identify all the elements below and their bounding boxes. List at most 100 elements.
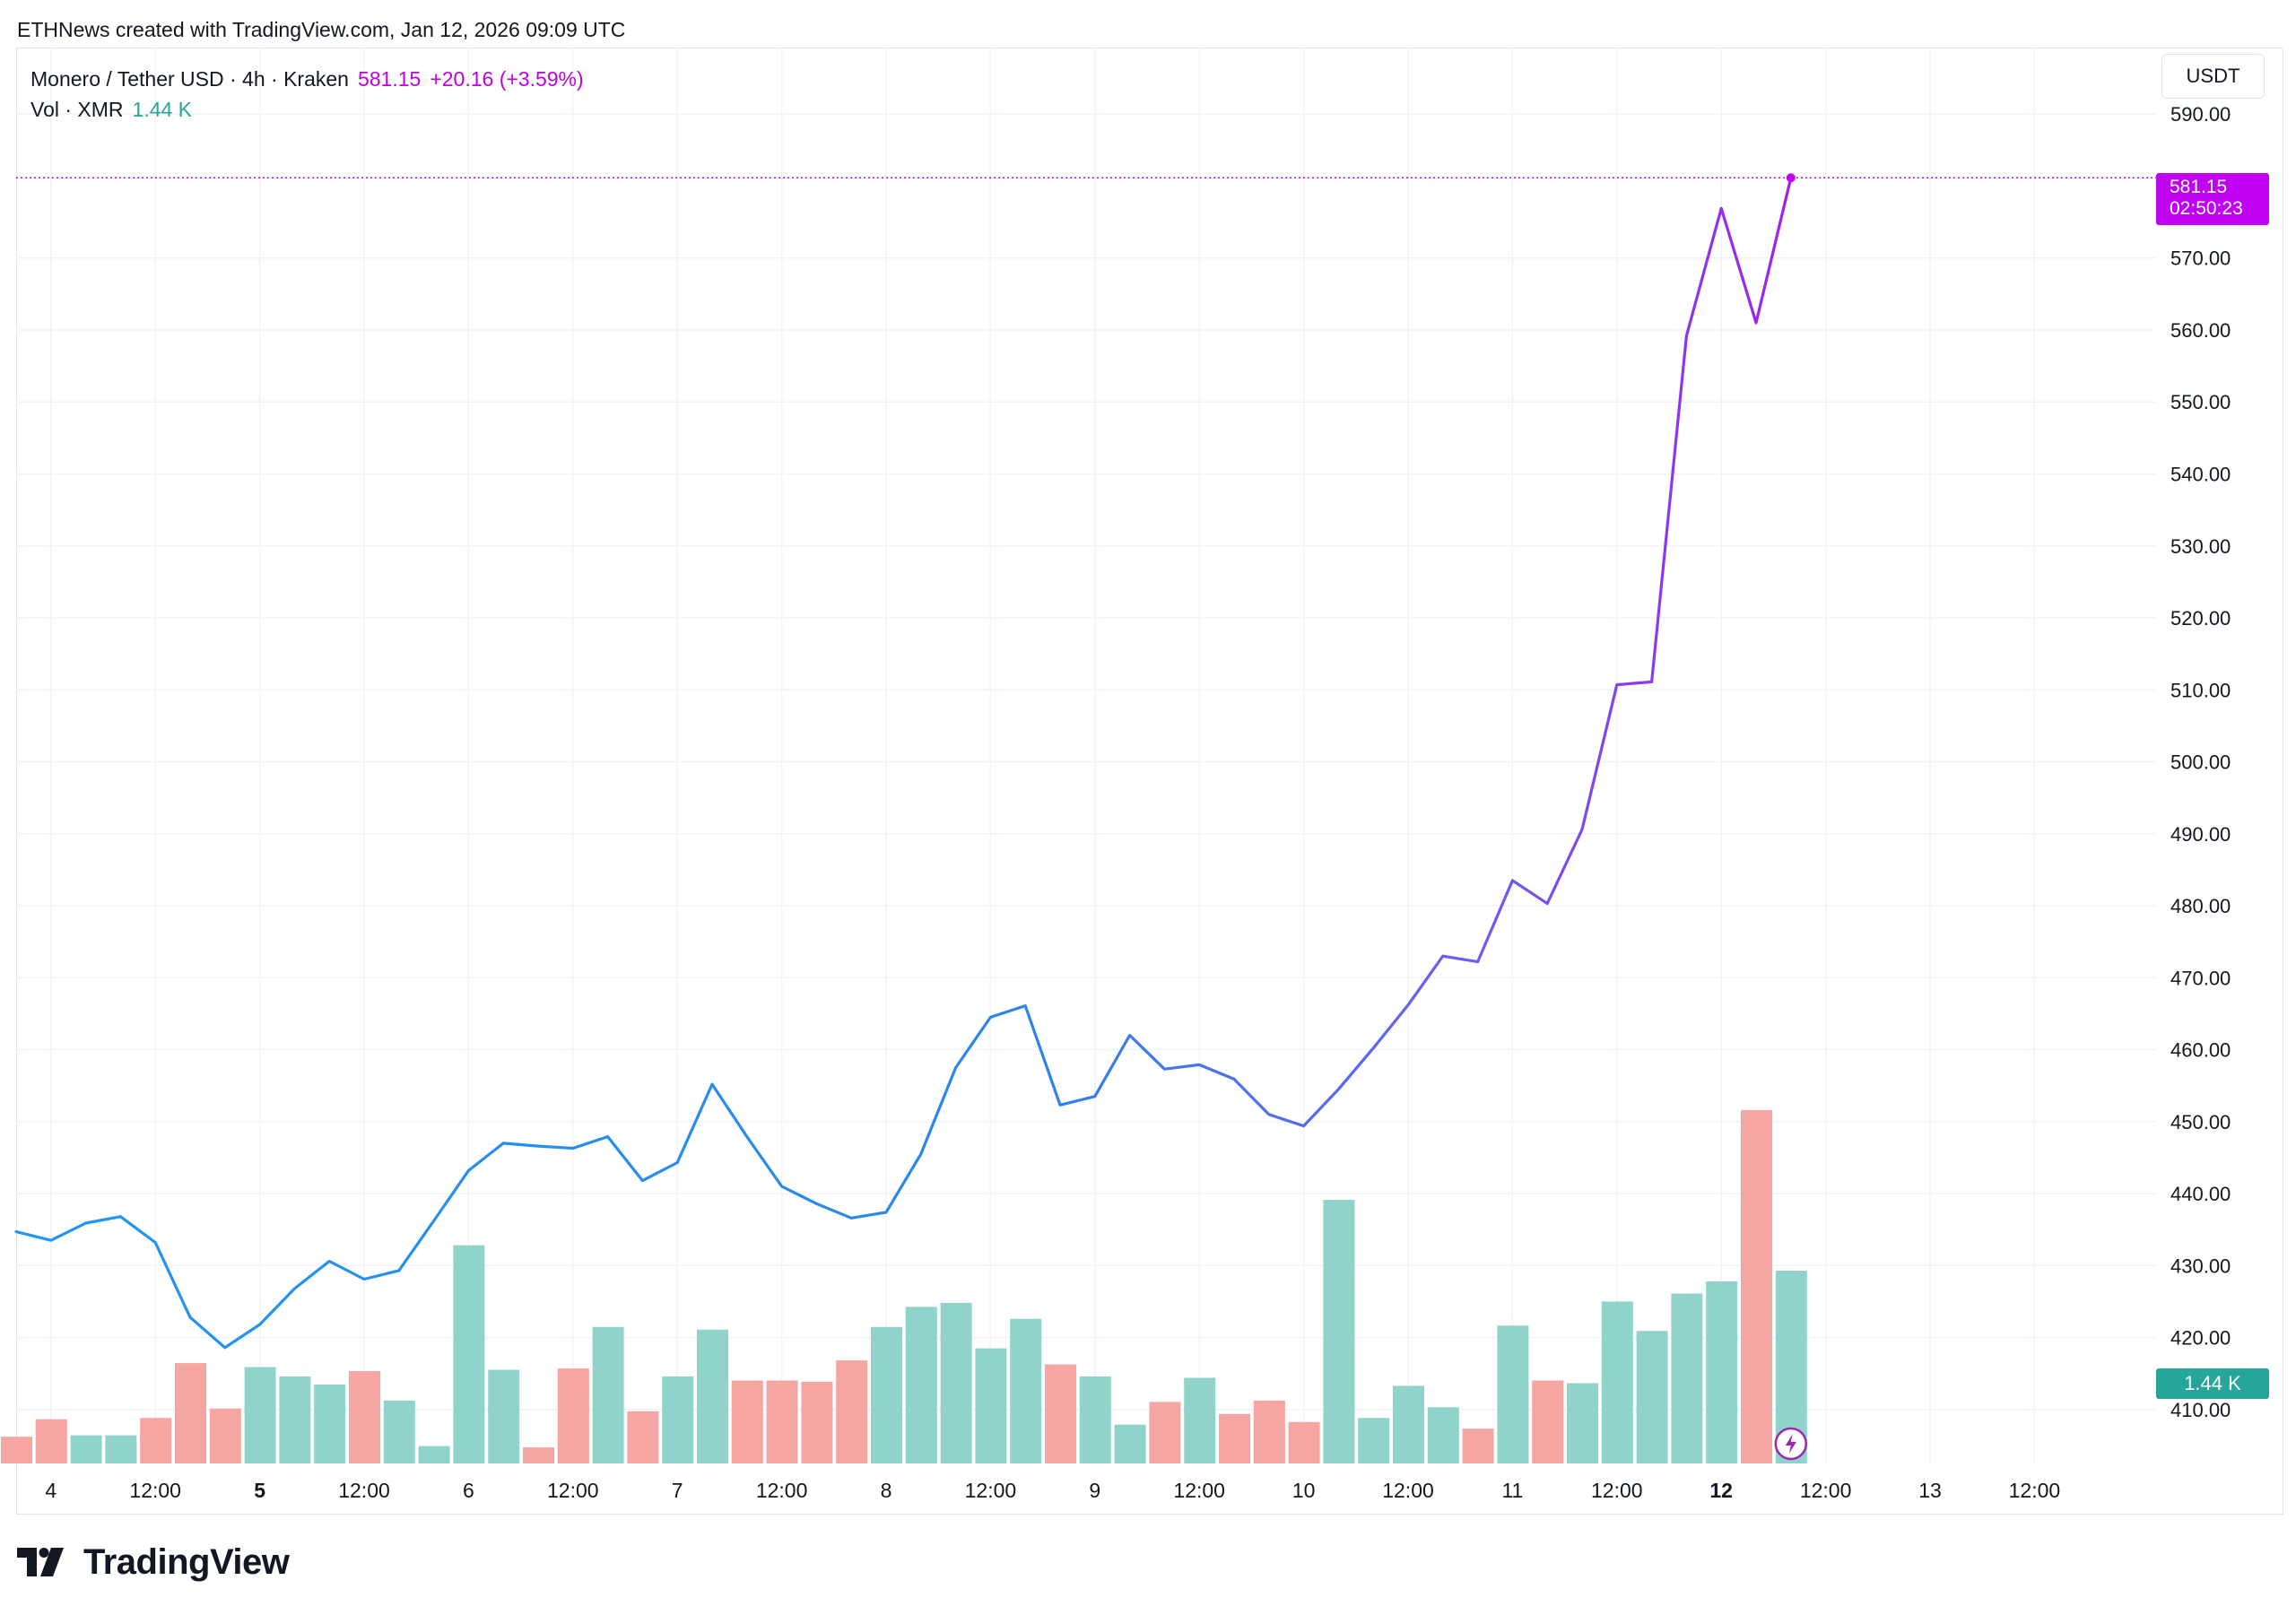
- volume-bar: [35, 1419, 67, 1463]
- y-tick-label: 470.00: [2170, 967, 2231, 989]
- volume-bar: [557, 1368, 589, 1463]
- volume-bar: [418, 1446, 450, 1463]
- y-tick-label: 430.00: [2170, 1255, 2231, 1277]
- volume-bar: [801, 1381, 833, 1463]
- volume-bar: [1532, 1380, 1564, 1463]
- y-tick-label: 480.00: [2170, 895, 2231, 917]
- volume-bar: [209, 1408, 241, 1463]
- volume-bar: [1393, 1385, 1424, 1463]
- x-tick-label: 12:00: [756, 1479, 808, 1502]
- x-tick-label: 12:00: [1173, 1479, 1225, 1502]
- x-tick-label: 12:00: [129, 1479, 181, 1502]
- y-tick-label: 450.00: [2170, 1111, 2231, 1133]
- price-tag-countdown: 02:50:23: [2170, 198, 2243, 219]
- volume-bar: [662, 1376, 694, 1463]
- x-tick-label: 4: [45, 1479, 57, 1502]
- chart-credit: ETHNews created with TradingView.com, Ja…: [17, 18, 626, 41]
- x-tick-label: 12:00: [2009, 1479, 2061, 1502]
- volume-bar: [383, 1400, 415, 1463]
- price-line: [14, 173, 2156, 1461]
- volume-bar: [1045, 1364, 1076, 1463]
- volume-bar: [523, 1447, 554, 1463]
- volume-bar: [905, 1307, 937, 1463]
- x-tick-label: 5: [254, 1479, 265, 1502]
- volume-bar: [175, 1363, 206, 1463]
- y-tick-label: 530.00: [2170, 535, 2231, 558]
- volume-bar: [1462, 1428, 1494, 1463]
- volume-bar: [1636, 1331, 1668, 1463]
- x-tick-label: 12:00: [1382, 1479, 1434, 1502]
- chart-legend: Monero / Tether USD · 4h · Kraken 581.15…: [30, 64, 584, 125]
- x-tick-label: 12: [1709, 1479, 1733, 1502]
- symbol-label[interactable]: Monero / Tether USD · 4h · Kraken: [30, 67, 349, 91]
- price-series-line: [14, 176, 1793, 1350]
- volume-bar: [1219, 1413, 1250, 1463]
- volume-value: 1.44 K: [132, 98, 193, 121]
- price-change: +20.16 (+3.59%): [430, 67, 584, 91]
- x-tick-label: 7: [672, 1479, 683, 1502]
- volume-bar: [140, 1418, 172, 1463]
- last-price: 581.15: [357, 67, 422, 91]
- volume-bar: [314, 1384, 346, 1463]
- volume-bar: [1497, 1325, 1529, 1463]
- volume-bar: [1427, 1407, 1459, 1463]
- x-tick-label: 13: [1918, 1479, 1942, 1502]
- volume-bar: [627, 1411, 659, 1463]
- volume-bar: [1323, 1199, 1355, 1463]
- volume-bars: [1, 1110, 1807, 1463]
- volume-bar: [279, 1376, 311, 1463]
- volume-bar: [488, 1369, 520, 1463]
- y-tick-label: 550.00: [2170, 391, 2231, 413]
- volume-bar: [1358, 1418, 1390, 1463]
- x-tick-label: 10: [1292, 1479, 1316, 1502]
- y-tick-label: 520.00: [2170, 607, 2231, 630]
- volume-bar: [1184, 1377, 1216, 1463]
- volume-bar: [871, 1326, 902, 1463]
- x-tick-label: 11: [1501, 1479, 1523, 1502]
- volume-bar: [105, 1435, 137, 1463]
- volume-label[interactable]: Vol · XMR: [30, 98, 124, 121]
- volume-bar: [940, 1302, 972, 1463]
- volume-bar: [1010, 1318, 1042, 1463]
- currency-button[interactable]: USDT: [2161, 54, 2265, 99]
- volume-bar: [244, 1367, 276, 1463]
- x-tick-label: 9: [1089, 1479, 1100, 1502]
- volume-bar: [697, 1329, 728, 1463]
- volume-bar: [1, 1437, 32, 1463]
- volume-bar: [1288, 1421, 1320, 1463]
- volume-bar: [453, 1245, 485, 1463]
- y-tick-label: 420.00: [2170, 1327, 2231, 1350]
- volume-bar: [1079, 1376, 1111, 1463]
- volume-bar: [1706, 1281, 1738, 1463]
- x-tick-label: 12:00: [1800, 1479, 1852, 1502]
- lightning-bolt-icon: [1785, 1434, 1796, 1454]
- tradingview-logo[interactable]: TradingView: [17, 1541, 290, 1582]
- volume-bar: [1567, 1383, 1598, 1463]
- y-tick-label: 540.00: [2170, 464, 2231, 486]
- x-tick-label: 6: [463, 1479, 474, 1502]
- volume-bar: [1671, 1293, 1703, 1463]
- y-tick-label: 490.00: [2170, 823, 2231, 846]
- volume-bar: [592, 1326, 624, 1463]
- x-tick-label: 12:00: [547, 1479, 599, 1502]
- x-tick-label: 12:00: [965, 1479, 1017, 1502]
- x-tick-label: 8: [881, 1479, 892, 1502]
- price-tag-value: 581.15: [2170, 177, 2228, 197]
- volume-bar: [1601, 1301, 1633, 1463]
- last-price-tag: 581.15 02:50:23: [2156, 173, 2269, 225]
- y-tick-label: 440.00: [2170, 1183, 2231, 1205]
- y-tick-label: 410.00: [2170, 1399, 2231, 1421]
- volume-bar: [349, 1371, 380, 1463]
- grid-lines: [16, 49, 2156, 1463]
- volume-bar: [70, 1435, 102, 1463]
- x-tick-label: 12:00: [338, 1479, 390, 1502]
- logo-text: TradingView: [83, 1541, 290, 1582]
- y-tick-label: 570.00: [2170, 247, 2231, 270]
- x-tick-label: 12:00: [1591, 1479, 1643, 1502]
- y-tick-label: 590.00: [2170, 103, 2231, 126]
- tradingview-logo-icon: [17, 1548, 64, 1576]
- volume-bar: [731, 1380, 763, 1463]
- volume-bar: [1253, 1400, 1285, 1463]
- y-tick-label: 510.00: [2170, 679, 2231, 701]
